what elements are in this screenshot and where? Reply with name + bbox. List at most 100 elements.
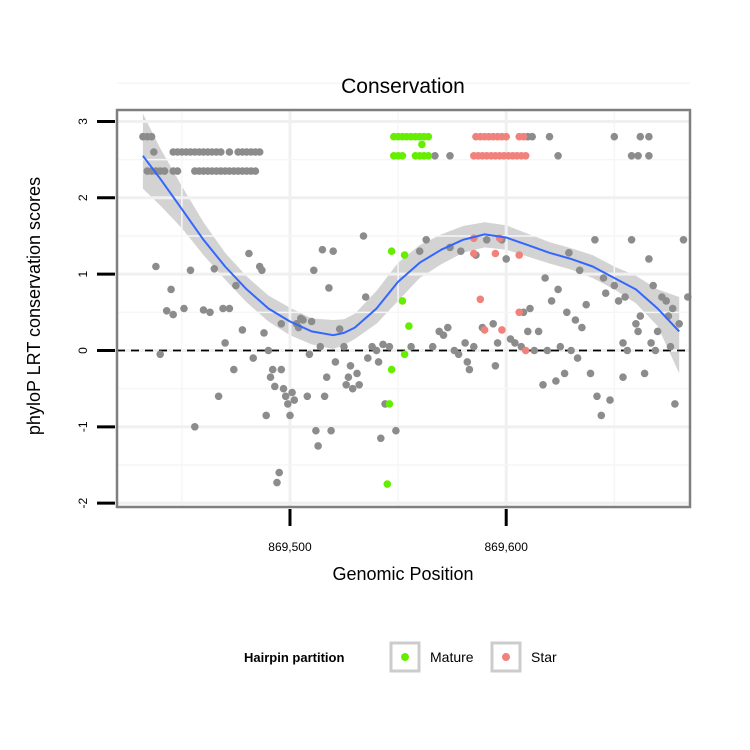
data-point-other bbox=[645, 132, 653, 141]
data-point-other bbox=[539, 381, 547, 389]
data-point-other bbox=[541, 274, 549, 282]
data-point-other bbox=[647, 339, 655, 347]
data-point-other bbox=[392, 426, 400, 435]
data-point-other bbox=[599, 274, 608, 282]
data-point-mature bbox=[400, 350, 409, 359]
data-point-other bbox=[593, 392, 601, 401]
x-tick-label: 869,500 bbox=[268, 540, 312, 554]
data-point-other bbox=[578, 323, 586, 332]
data-point-other bbox=[573, 354, 582, 362]
data-point-other bbox=[299, 316, 307, 324]
data-point-other bbox=[305, 350, 314, 359]
data-point-other bbox=[645, 152, 653, 160]
data-point-star bbox=[521, 152, 530, 160]
data-point-other bbox=[457, 247, 465, 255]
data-point-other bbox=[407, 342, 415, 351]
data-point-mature bbox=[424, 152, 433, 160]
data-point-other bbox=[465, 365, 474, 374]
data-point-other bbox=[199, 306, 208, 314]
data-point-other bbox=[217, 148, 225, 156]
data-point-star bbox=[515, 251, 523, 259]
data-point-other bbox=[543, 346, 552, 355]
data-point-other bbox=[286, 411, 294, 420]
data-point-other bbox=[191, 423, 199, 431]
data-point-other bbox=[312, 426, 320, 435]
data-point-other bbox=[251, 167, 260, 175]
data-point-other bbox=[314, 442, 322, 450]
data-point-other bbox=[364, 354, 372, 362]
data-point-other bbox=[627, 236, 636, 244]
data-point-other bbox=[640, 369, 649, 378]
data-point-other bbox=[528, 132, 536, 141]
data-point-other bbox=[249, 354, 257, 362]
data-point-other bbox=[219, 304, 227, 313]
data-point-other bbox=[614, 297, 623, 305]
data-point-other bbox=[260, 329, 268, 337]
data-point-other bbox=[428, 342, 437, 351]
data-point-star bbox=[470, 249, 478, 258]
data-point-star bbox=[491, 249, 500, 258]
data-point-mature bbox=[398, 297, 407, 305]
data-point-other bbox=[649, 281, 657, 290]
data-point-other bbox=[547, 297, 556, 305]
data-point-mature bbox=[387, 247, 396, 255]
data-point-other bbox=[619, 339, 627, 347]
y-tick-label: 3 bbox=[76, 118, 90, 125]
data-point-other bbox=[361, 293, 370, 301]
data-point-other bbox=[147, 132, 156, 141]
data-point-other bbox=[335, 325, 344, 333]
data-point-other bbox=[344, 373, 353, 382]
legend: Hairpin partition Mature Star bbox=[244, 641, 557, 673]
data-point-other bbox=[169, 310, 177, 319]
data-point-other bbox=[534, 327, 543, 336]
data-point-other bbox=[186, 266, 195, 275]
data-point-other bbox=[214, 392, 223, 401]
plot-panel-border bbox=[115, 108, 692, 509]
data-point-mature bbox=[405, 322, 413, 330]
data-point-other bbox=[679, 236, 688, 244]
data-point-other bbox=[281, 392, 290, 401]
data-point-other bbox=[591, 236, 599, 244]
data-point-other bbox=[530, 346, 539, 355]
data-point-mature bbox=[424, 132, 433, 141]
data-point-mature bbox=[385, 400, 394, 408]
data-point-other bbox=[645, 255, 653, 263]
y-tick-label: 0 bbox=[76, 347, 90, 354]
data-point-other bbox=[266, 373, 275, 382]
data-point-other bbox=[582, 300, 590, 309]
data-point-other bbox=[446, 152, 454, 160]
data-point-other bbox=[225, 148, 234, 156]
data-point-other bbox=[150, 148, 158, 156]
data-point-other bbox=[359, 232, 368, 240]
data-point-other bbox=[493, 339, 502, 347]
data-point-other bbox=[634, 327, 642, 336]
data-point-other bbox=[651, 346, 660, 355]
smooth-fit-line bbox=[142, 155, 680, 337]
y-tick-label: -1 bbox=[76, 421, 90, 432]
data-point-other bbox=[491, 362, 500, 370]
data-point-star bbox=[502, 132, 511, 141]
data-point-star bbox=[519, 132, 528, 141]
data-point-other bbox=[511, 339, 519, 347]
x-tick-label: 869,600 bbox=[485, 540, 529, 554]
data-point-other bbox=[610, 281, 619, 290]
data-point-other bbox=[173, 167, 182, 175]
data-point-other bbox=[666, 342, 675, 351]
data-point-other bbox=[245, 249, 253, 258]
data-point-other bbox=[310, 266, 318, 275]
legend-marker-mature bbox=[401, 653, 409, 661]
data-point-other bbox=[316, 342, 325, 351]
data-point-other bbox=[288, 388, 296, 397]
data-point-other bbox=[575, 266, 584, 275]
data-point-other bbox=[221, 339, 229, 347]
data-point-other bbox=[206, 308, 214, 317]
legend-label-mature: Mature bbox=[430, 649, 474, 665]
y-axis-label: phyloP LRT conservation scores bbox=[24, 177, 44, 435]
data-point-other bbox=[238, 326, 247, 334]
data-point-other bbox=[277, 365, 286, 374]
data-point-mature bbox=[383, 480, 392, 488]
data-point-other bbox=[636, 132, 645, 141]
legend-label-star: Star bbox=[531, 649, 557, 665]
data-point-other bbox=[277, 320, 286, 328]
